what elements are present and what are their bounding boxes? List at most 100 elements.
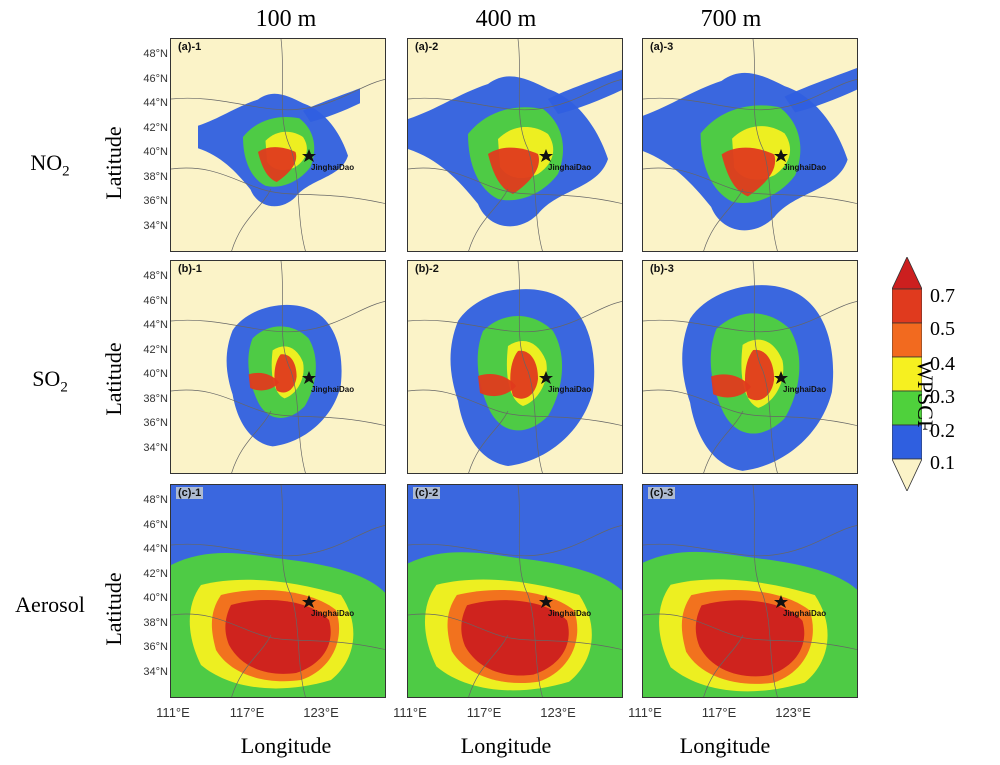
ylabel-row-2: Latitude xyxy=(101,342,126,416)
contour-map xyxy=(408,261,622,473)
boundary-line-3 xyxy=(703,410,744,473)
lat-tick: 40°N xyxy=(143,592,168,604)
boundary-line-1 xyxy=(517,485,543,697)
boundary-line-3 xyxy=(468,188,509,251)
site-star-icon xyxy=(302,595,316,608)
wpscf-contour-4 xyxy=(225,600,331,674)
map-panel-b-1: (b)-1 JinghaiDao xyxy=(170,260,386,474)
site-label: JinghaiDao xyxy=(311,609,355,618)
panel-id: (b)-1 xyxy=(176,263,204,275)
boundary-line-0 xyxy=(171,613,385,650)
contour-map xyxy=(171,39,385,251)
row-label-no2: NO2 xyxy=(30,150,70,180)
boundary-line-1 xyxy=(752,485,778,697)
site-star-icon xyxy=(539,149,553,162)
wpscf-contour-4 xyxy=(711,374,751,398)
lon-tick: 123°E xyxy=(775,705,811,720)
boundary-line-0 xyxy=(408,613,622,650)
map-panel-b-2: (b)-2 JinghaiDao xyxy=(407,260,623,474)
lat-tick: 40°N xyxy=(143,146,168,158)
colorbar-segment-0.4-0.5 xyxy=(892,322,922,358)
colorbar-segment-0.5-0.7 xyxy=(892,288,922,324)
boundary-line-2 xyxy=(408,525,622,557)
lat-tick: 46°N xyxy=(143,294,168,307)
contour-map xyxy=(643,261,857,473)
xlabel-col-1: Longitude xyxy=(240,733,332,758)
site-star-icon xyxy=(539,595,553,608)
contour-map xyxy=(408,39,622,251)
boundary-line-1 xyxy=(752,261,778,473)
wpscf-contour-3 xyxy=(488,147,539,194)
column-title-100m: 100 m xyxy=(255,6,317,32)
boundary-line-2 xyxy=(171,301,385,333)
colorbar-segment-0.1-0.2 xyxy=(892,424,922,460)
lat-tick: 38°N xyxy=(143,170,168,183)
panel-id: (b)-2 xyxy=(413,263,441,275)
contour-map xyxy=(408,485,622,697)
boundary-line-1 xyxy=(752,39,778,251)
lat-tick: 46°N xyxy=(143,518,168,531)
site-star-icon xyxy=(774,149,788,162)
wpscf-contour-4 xyxy=(303,88,360,122)
boundary-line-0 xyxy=(408,167,622,204)
colorbar-label-0.2: 0.2 xyxy=(930,420,955,442)
site-label: JinghaiDao xyxy=(311,385,355,394)
colorbar-segment-0.3-0.4 xyxy=(892,356,922,392)
boundary-line-2 xyxy=(643,525,857,557)
site-star-icon xyxy=(774,371,788,384)
boundary-line-3 xyxy=(231,410,272,473)
ylabel-row-1: Latitude xyxy=(101,126,126,200)
lon-tick: 117°E xyxy=(466,705,502,720)
site-label: JinghaiDao xyxy=(548,609,592,618)
site-star-icon xyxy=(774,595,788,608)
contour-map xyxy=(171,485,385,697)
site-label: JinghaiDao xyxy=(548,385,592,394)
row-label-aerosol: Aerosol xyxy=(15,592,85,617)
boundary-line-1 xyxy=(517,261,543,473)
lat-tick: 44°N xyxy=(143,97,168,109)
boundary-line-1 xyxy=(280,261,306,473)
panel-id: (b)-3 xyxy=(648,263,676,275)
map-panel-a-3: (a)-3 JinghaiDao xyxy=(642,38,858,252)
boundary-line-2 xyxy=(408,301,622,333)
colorbar-label-0.3: 0.3 xyxy=(930,386,955,408)
boundary-line-2 xyxy=(171,525,385,557)
row-label-so2: SO2 xyxy=(32,366,68,396)
boundary-line-0 xyxy=(643,613,857,650)
boundary-line-3 xyxy=(468,634,509,697)
lat-tick: 48°N xyxy=(143,494,168,506)
boundary-line-2 xyxy=(643,79,857,111)
lat-tick: 38°N xyxy=(143,392,168,405)
site-label: JinghaiDao xyxy=(783,163,827,172)
wpscf-contour-3 xyxy=(274,354,297,393)
site-label: JinghaiDao xyxy=(783,385,827,394)
wpscf-contour-3 xyxy=(721,147,776,197)
boundary-line-3 xyxy=(231,634,272,697)
lat-tick: 48°N xyxy=(143,270,168,282)
xlabel-col-3: Longitude xyxy=(679,733,771,758)
contour-map xyxy=(643,485,857,697)
boundary-line-3 xyxy=(703,634,744,697)
panel-id: (c)-1 xyxy=(176,487,204,499)
wpscf-contour-4 xyxy=(695,600,805,677)
lat-tick: 44°N xyxy=(143,319,168,331)
map-panel-b-3: (b)-3 JinghaiDao xyxy=(642,260,858,474)
lon-tick: 111°E xyxy=(628,705,662,720)
colorbar-label-0.4: 0.4 xyxy=(930,353,955,375)
boundary-line-1 xyxy=(280,39,306,251)
ylabel-row-3: Latitude xyxy=(101,572,126,646)
wpscf-contour-4 xyxy=(248,372,279,391)
map-panel-a-1: (a)-1 JinghaiDao xyxy=(170,38,386,252)
colorbar-segment-bottom xyxy=(892,458,922,491)
boundary-line-1 xyxy=(280,485,306,697)
column-title-700m: 700 m xyxy=(700,6,762,32)
wpscf-contour-4 xyxy=(478,374,516,397)
lat-tick: 36°N xyxy=(143,195,168,207)
colorbar-label-0.1: 0.1 xyxy=(930,452,955,474)
map-panel-a-2: (a)-2 JinghaiDao xyxy=(407,38,623,252)
lat-tick: 34°N xyxy=(143,219,168,232)
colorbar-label-0.7: 0.7 xyxy=(930,285,955,307)
lon-tick: 111°E xyxy=(393,705,427,720)
boundary-line-3 xyxy=(703,188,744,251)
lon-tick: 123°E xyxy=(303,705,339,720)
